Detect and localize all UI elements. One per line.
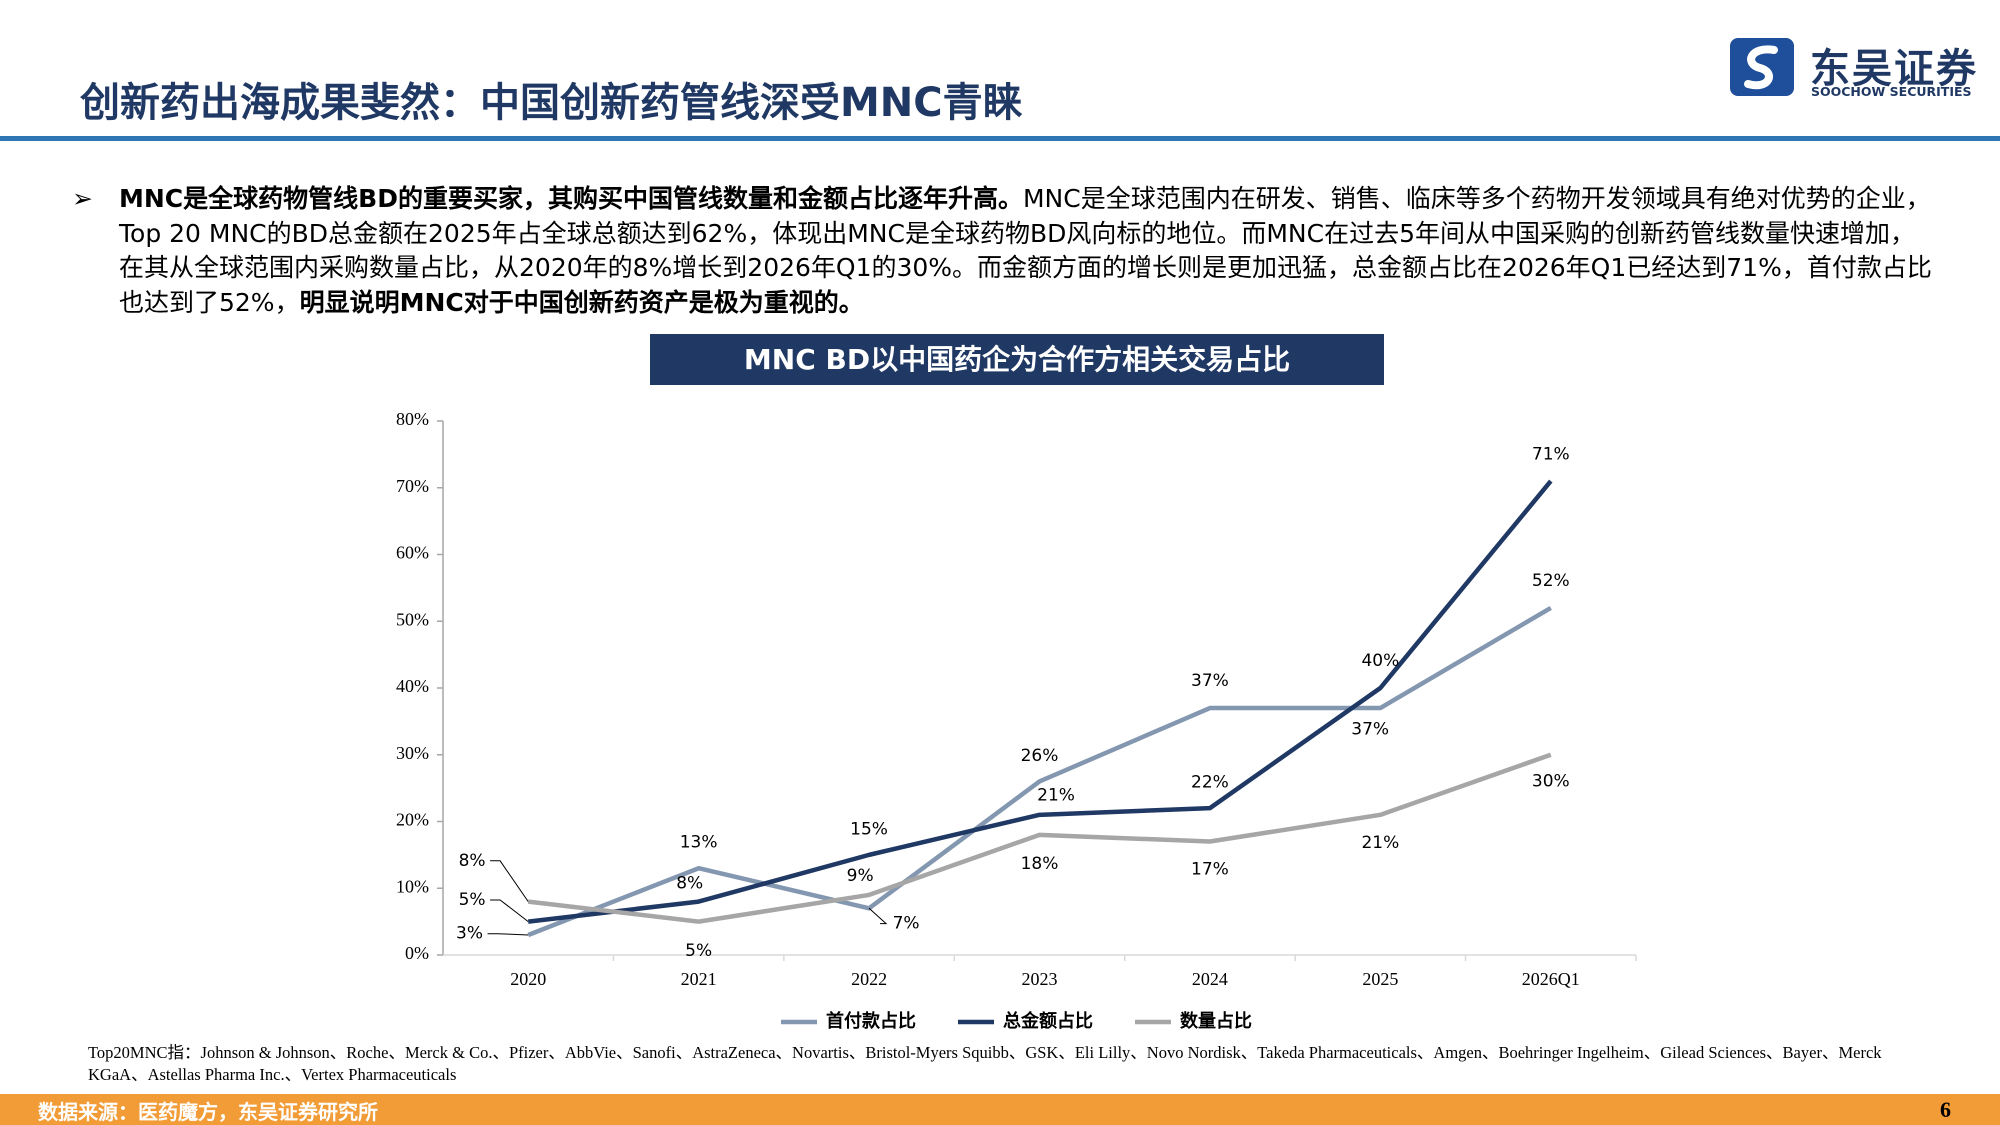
series-line (527, 605, 1552, 938)
logo-text: 东吴证券 (1810, 46, 1978, 92)
data-label: 37% (1351, 720, 1389, 740)
text: MNC是全球范围内在研发、销售、临床等多个药物开发领域具有绝对优势的企业，Top… (119, 184, 1932, 317)
source: 数据来源：医药魔方，东吴证券研究所 (38, 1100, 378, 1124)
data-label: 7% (893, 914, 920, 934)
data-label: 8% (676, 874, 703, 894)
leader-line (868, 907, 888, 925)
x-tick-label: 2026Q1 (1522, 969, 1580, 989)
data-label: 9% (847, 866, 874, 886)
logo-icon (1730, 38, 1794, 96)
x-tick-label: 2023 (1022, 969, 1058, 989)
data-label: 18% (1021, 854, 1059, 874)
data-label: 22% (1191, 773, 1229, 793)
series-line (527, 479, 1553, 924)
data-label: 5% (685, 941, 712, 961)
data-label: 3% (456, 924, 483, 944)
footer-bar (0, 1094, 2000, 1125)
bold-text: MNC是全球药物管线BD的重要买家，其购买中国管线数量和金额占比逐年升高。 (119, 184, 1023, 213)
chart-title: MNC BD以中国药企为合作方相关交易占比 (650, 334, 1384, 385)
x-tick-label: 2025 (1362, 969, 1398, 989)
data-label: 21% (1361, 833, 1399, 853)
leader-line (487, 933, 529, 936)
data-label: 21% (1037, 786, 1075, 806)
y-tick-label: 40% (396, 676, 429, 696)
page-number: 6 (1940, 1097, 1951, 1122)
bullet-text: MNC是全球药物管线BD的重要买家，其购买中国管线数量和金额占比逐年升高。MNC… (119, 182, 1934, 320)
x-tick-label: 2020 (510, 969, 546, 989)
data-label: 13% (680, 833, 718, 853)
x-tick-label: 2021 (681, 969, 717, 989)
footnote: Top20MNC指：Johnson & Johnson、Roche、Merck … (88, 1043, 1882, 1084)
x-tick-label: 2024 (1192, 969, 1228, 989)
data-label: 8% (459, 851, 486, 871)
y-tick-label: 20% (396, 810, 429, 830)
slide-title: 创新药出海成果斐然：中国创新药管线深受MNC青睐 (80, 80, 1023, 126)
legend-label: 数量占比 (1180, 1010, 1252, 1032)
x-tick-label: 2022 (851, 969, 887, 989)
y-tick-label: 30% (396, 743, 429, 763)
legend-label: 首付款占比 (826, 1010, 916, 1032)
y-tick-label: 80% (396, 409, 429, 429)
data-label: 71% (1532, 444, 1570, 464)
data-label: 37% (1191, 671, 1229, 691)
legend-label: 总金额占比 (1003, 1010, 1093, 1032)
header-rule (0, 136, 2000, 141)
data-label: 5% (459, 890, 486, 910)
data-label: 15% (850, 819, 888, 839)
data-label: 52% (1532, 571, 1570, 591)
data-label: 17% (1191, 860, 1229, 880)
bullet-marker: ➢ (72, 184, 93, 213)
y-tick-label: 70% (396, 476, 429, 496)
bold-text: 明显说明MNC对于中国创新药资产是极为重视的。 (299, 287, 864, 317)
series-line (527, 752, 1552, 924)
data-label: 26% (1021, 746, 1059, 766)
leader-line (490, 899, 529, 923)
logo-subtext: SOOCHOW SECURITIES (1811, 84, 1972, 99)
y-tick-label: 50% (396, 609, 429, 629)
leader-line (490, 860, 529, 902)
y-tick-label: 0% (405, 943, 429, 963)
y-tick-label: 10% (396, 876, 429, 896)
y-tick-label: 60% (396, 543, 429, 563)
data-label: 30% (1532, 772, 1570, 792)
data-label: 40% (1361, 651, 1399, 671)
